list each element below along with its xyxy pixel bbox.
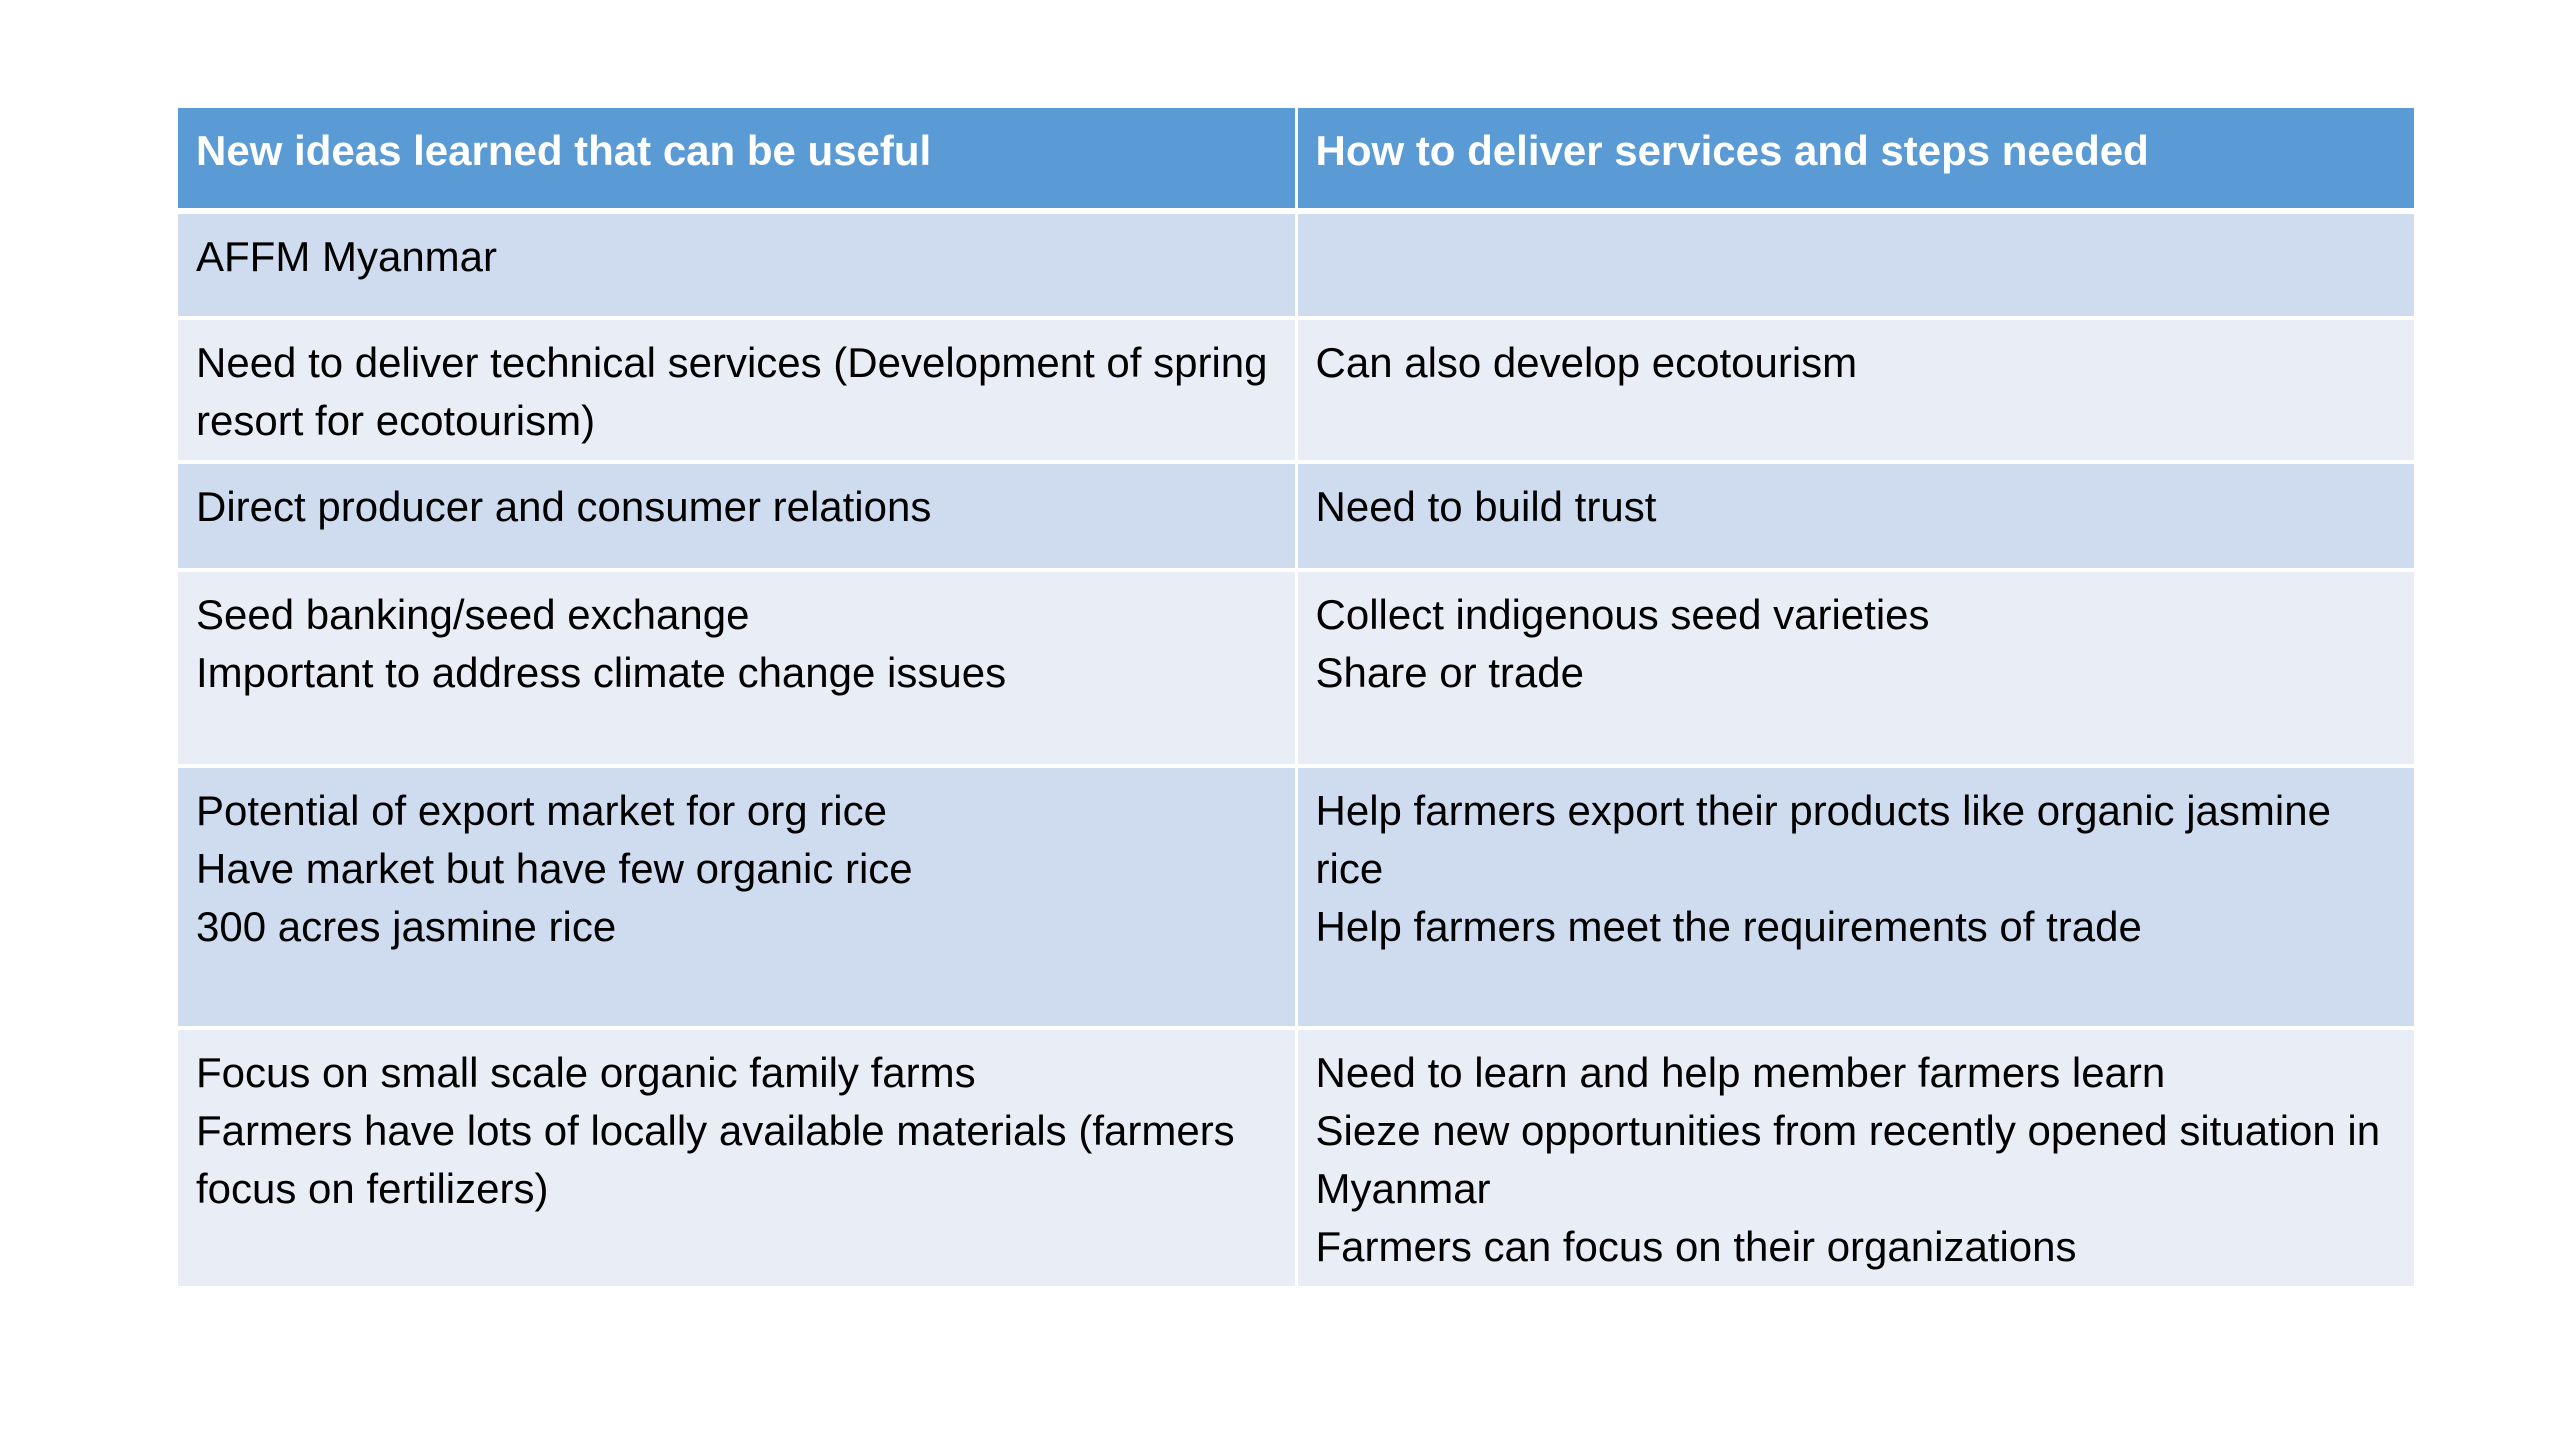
cell-right: Help farmers export their products like …	[1296, 766, 2414, 1030]
cell-right	[1296, 211, 2414, 320]
cell-left: Direct producer and consumer relations	[178, 462, 1298, 572]
cell-line: Seed banking/seed exchange	[196, 591, 750, 638]
cell-line: Important to address climate change issu…	[196, 649, 1007, 696]
cell-line: Collect indigenous seed varieties	[1315, 591, 1930, 638]
cell-line: Help farmers export their products like …	[1315, 787, 2331, 892]
cell-line: AFFM Myanmar	[196, 233, 498, 280]
cell-line: Need to learn and help member farmers le…	[1315, 1049, 2166, 1096]
table-row: AFFM Myanmar	[178, 211, 2414, 320]
cell-line: Farmers have lots of locally available m…	[196, 1107, 1235, 1212]
header-how-to-deliver: How to deliver services and steps needed	[1296, 108, 2414, 214]
cell-line: Have market but have few organic rice	[196, 845, 913, 892]
table-row: Seed banking/seed exchange Important to …	[178, 570, 2414, 768]
cell-right: Need to learn and help member farmers le…	[1296, 1028, 2414, 1290]
cell-line: Direct producer and consumer relations	[196, 483, 932, 530]
cell-line: 300 acres jasmine rice	[196, 903, 617, 950]
cell-right: Collect indigenous seed varieties Share …	[1296, 570, 2414, 768]
cell-left: Potential of export market for org rice …	[178, 766, 1298, 1030]
cell-line: Share or trade	[1315, 649, 1585, 696]
cell-left: Need to deliver technical services (Deve…	[178, 318, 1298, 464]
table-row: Potential of export market for org rice …	[178, 766, 2414, 1030]
cell-line: Potential of export market for org rice	[196, 787, 887, 834]
cell-left: Focus on small scale organic family farm…	[178, 1028, 1298, 1290]
ideas-table: New ideas learned that can be useful How…	[178, 108, 2414, 1290]
table-row: Need to deliver technical services (Deve…	[178, 318, 2414, 464]
cell-line: Focus on small scale organic family farm…	[196, 1049, 976, 1096]
cell-line: Help farmers meet the requirements of tr…	[1315, 903, 2142, 950]
cell-line: Sieze new opportunities from recently op…	[1315, 1107, 2381, 1212]
cell-line: Need to deliver technical services (Deve…	[196, 339, 1268, 444]
cell-right: Need to build trust	[1296, 462, 2414, 572]
cell-left: AFFM Myanmar	[178, 211, 1298, 320]
header-new-ideas: New ideas learned that can be useful	[178, 108, 1298, 214]
cell-right: Can also develop ecotourism	[1296, 318, 2414, 464]
cell-line: Farmers can focus on their organizations	[1315, 1223, 2077, 1270]
table-header-row: New ideas learned that can be useful How…	[178, 108, 2414, 214]
cell-left: Seed banking/seed exchange Important to …	[178, 570, 1298, 768]
cell-line: Need to build trust	[1315, 483, 1657, 530]
cell-line: Can also develop ecotourism	[1315, 339, 1858, 386]
table-row: Focus on small scale organic family farm…	[178, 1028, 2414, 1290]
table-row: Direct producer and consumer relations N…	[178, 462, 2414, 572]
